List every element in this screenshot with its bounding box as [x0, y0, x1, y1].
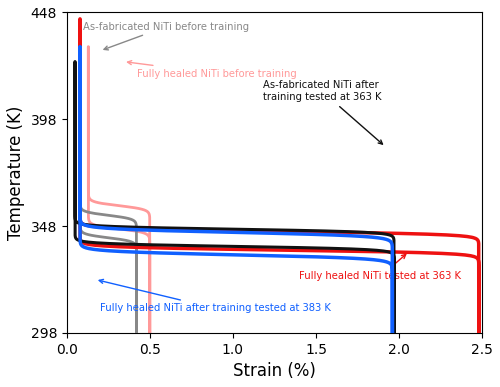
- Text: Fully healed NiTi tested at 363 K: Fully healed NiTi tested at 363 K: [300, 255, 462, 281]
- Text: As-fabricated NiTi after
training tested at 363 K: As-fabricated NiTi after training tested…: [263, 80, 382, 144]
- Text: Fully healed NiTi after training tested at 383 K: Fully healed NiTi after training tested …: [99, 279, 331, 313]
- Text: Fully healed NiTi before training: Fully healed NiTi before training: [128, 61, 296, 79]
- Text: As-fabricated NiTi before training: As-fabricated NiTi before training: [84, 22, 249, 50]
- X-axis label: Strain (%): Strain (%): [233, 362, 316, 380]
- Y-axis label: Temperature (K): Temperature (K): [7, 105, 25, 240]
